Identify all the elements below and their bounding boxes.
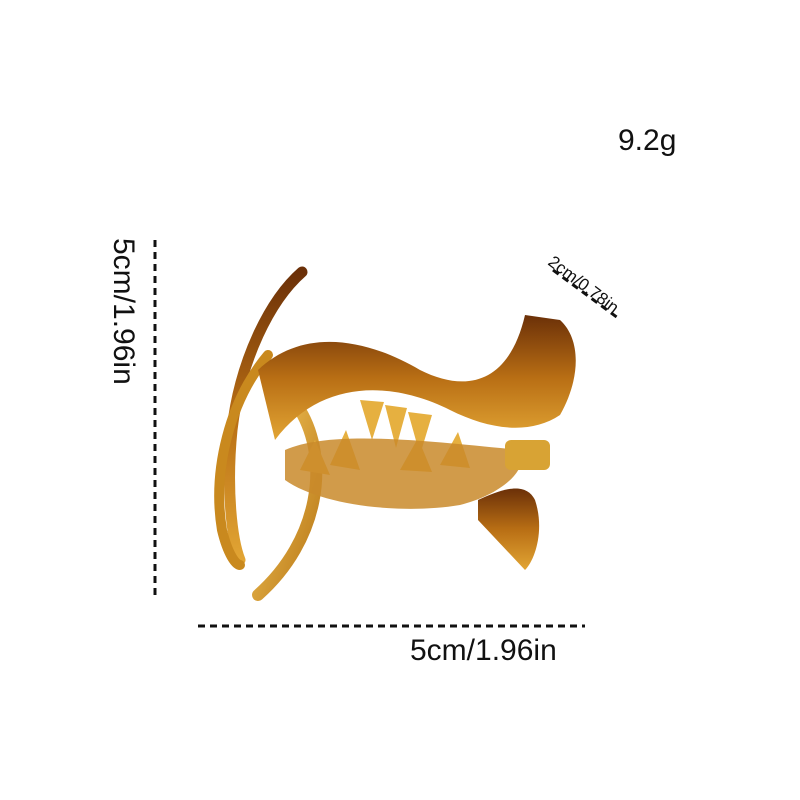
width-label: 5cm/1.96in: [410, 634, 557, 667]
clip-bottom-jaw: [285, 438, 522, 509]
clip-top-wave: [258, 315, 576, 440]
clip-prong: [214, 350, 273, 570]
weight-label: 9.2g: [618, 124, 677, 157]
clip-right-leg: [478, 488, 540, 570]
clip-hinge: [505, 440, 550, 470]
height-label: 5cm/1.96in: [107, 238, 140, 385]
clip-prong: [252, 404, 323, 601]
depth-dimension-line: [552, 268, 619, 320]
